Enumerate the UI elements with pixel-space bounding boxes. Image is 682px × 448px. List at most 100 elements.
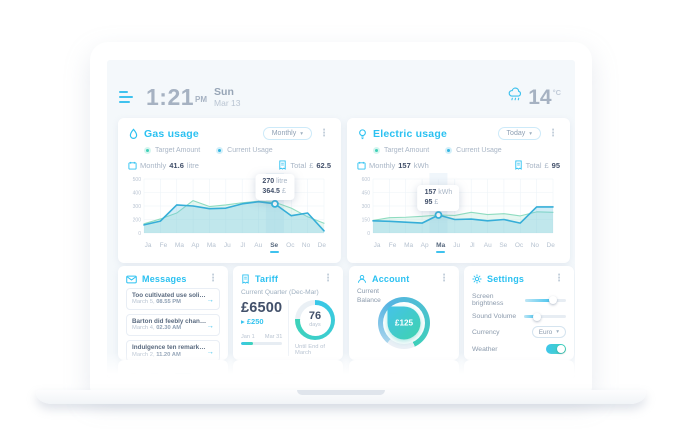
tariff-card: Tariff ⋮ Current Quarter (Dec-Mar) £6500…: [233, 266, 343, 360]
gas-kebab-menu-icon[interactable]: ⋮: [319, 127, 329, 139]
date-label: Mar 13: [214, 98, 241, 108]
gas-card-title: Gas usage: [144, 127, 199, 140]
month-label[interactable]: Ma: [206, 242, 216, 249]
month-label[interactable]: Jl: [240, 242, 246, 249]
account-card: Account ⋮ Current Balance £125: [349, 266, 459, 360]
brightness-slider-fill: [525, 298, 553, 302]
account-kebab-menu-icon[interactable]: ⋮: [439, 273, 449, 284]
chart-marker: [271, 199, 279, 208]
partial-card: [464, 360, 574, 378]
electric-info-row: Monthly 157 kWh Total £ 95: [357, 160, 560, 170]
month-label[interactable]: No: [301, 242, 311, 249]
tariff-progress-fill: [241, 342, 254, 345]
message-list-item[interactable]: Too cultivated use solicitude March 5, 0…: [126, 288, 220, 311]
day-label: Sun: [214, 85, 234, 98]
gas-usage-chart[interactable]: 500 400 300 200 0 Ja Fe Ma Ap Ma Ju Jl Au Se Oc No De 2…: [128, 173, 331, 253]
gas-chart-tooltip: 270 litre 364.5 £: [255, 173, 295, 201]
y-tick-label: 200: [133, 217, 142, 223]
weather-block: 14 °C: [507, 87, 561, 108]
target-amount-legend[interactable]: Target Amount: [144, 147, 200, 154]
month-label[interactable]: Ma: [436, 242, 445, 253]
arrow-right-icon: →: [206, 346, 215, 356]
series-line: [143, 200, 325, 232]
y-tick-label: 500: [133, 177, 142, 183]
month-label[interactable]: Oc: [286, 242, 295, 249]
volume-slider[interactable]: [524, 315, 566, 318]
month-label[interactable]: Fe: [159, 242, 168, 249]
settings-kebab-menu-icon[interactable]: ⋮: [554, 273, 564, 284]
partial-content: [389, 373, 397, 375]
y-tick-label: 400: [133, 190, 142, 196]
target-amount-radio-icon: [144, 147, 151, 154]
month-label[interactable]: Ap: [420, 242, 429, 249]
chevron-down-icon: ▾: [556, 329, 559, 335]
envelope-icon: [126, 275, 137, 284]
currency-dropdown[interactable]: Euro ▾: [531, 326, 566, 338]
partial-card: [118, 360, 228, 378]
series-area: [373, 211, 553, 233]
partial-card: [233, 360, 343, 378]
arrow-right-icon: →: [206, 294, 215, 304]
month-label[interactable]: Se: [270, 242, 279, 253]
month-label[interactable]: De: [546, 242, 555, 249]
current-usage-legend[interactable]: Current Usage: [445, 147, 502, 154]
messages-kebab-menu-icon[interactable]: ⋮: [208, 273, 218, 284]
receipt-icon: [241, 274, 250, 284]
electric-usage-card: Electric usage Today ▾ ⋮ Target Amount Cu…: [347, 118, 570, 263]
brightness-slider[interactable]: [525, 298, 566, 302]
gear-icon: [472, 274, 482, 284]
target-amount-radio-icon: [373, 147, 380, 154]
y-tick-label: 0: [138, 231, 141, 237]
gas-drop-icon: [128, 127, 139, 140]
settings-card-title: Settings: [487, 274, 525, 284]
calendar-icon: [357, 161, 366, 170]
y-tick-label: 450: [362, 190, 371, 196]
month-label[interactable]: Ma: [404, 242, 414, 249]
month-label[interactable]: Au: [254, 242, 263, 249]
chart-marker: [434, 211, 443, 219]
tariff-progress-bar: [241, 342, 283, 345]
electric-card-title: Electric usage: [373, 127, 448, 140]
month-label[interactable]: Au: [483, 242, 492, 249]
calendar-icon: [128, 161, 137, 170]
gas-period-dropdown[interactable]: Monthly ▾: [262, 127, 312, 140]
partial-card: [349, 360, 459, 378]
tariff-card-title: Tariff: [255, 274, 279, 284]
month-label[interactable]: Ju: [223, 242, 231, 249]
month-label[interactable]: Se: [499, 242, 508, 249]
electric-kebab-menu-icon[interactable]: ⋮: [548, 127, 558, 139]
month-label[interactable]: Ap: [191, 242, 200, 249]
month-label[interactable]: Ja: [144, 242, 152, 249]
laptop-base: [36, 390, 646, 404]
electric-legend: Target Amount Current Usage: [373, 147, 560, 154]
electric-usage-chart[interactable]: 600 450 300 150 0 Ja Fe Ma Ap Ma Ju Jl Au Se Oc No De 1…: [357, 173, 560, 253]
month-label[interactable]: Oc: [514, 242, 524, 249]
account-balance-gauge: £125: [378, 297, 430, 349]
tariff-kebab-menu-icon[interactable]: ⋮: [323, 273, 333, 284]
account-card-title: Account: [372, 274, 410, 284]
month-label[interactable]: De: [317, 242, 326, 249]
hamburger-menu-icon[interactable]: [119, 90, 134, 104]
electric-period-dropdown[interactable]: Today ▾: [497, 127, 541, 140]
month-label[interactable]: Ma: [174, 242, 184, 249]
message-list-item[interactable]: Indulgence ten remarkably March 2, 11.20…: [126, 340, 220, 363]
current-usage-legend[interactable]: Current Usage: [216, 147, 273, 154]
tariff-days-ring: 76 days: [295, 300, 335, 340]
dashboard-screen: 1:21 PM Sun Mar 13 14 °C: [107, 60, 575, 378]
currency-label: Currency: [472, 328, 500, 336]
volume-slider-fill: [524, 315, 538, 318]
tariff-subtitle: Current Quarter (Dec-Mar): [241, 289, 319, 296]
current-balance-label: Current Balance: [357, 288, 381, 304]
y-tick-label: 300: [133, 204, 142, 210]
weather-toggle[interactable]: [546, 344, 566, 354]
electric-chart-month-axis: Ja Fe Ma Ap Ma Ju Jl Au Se Oc No De: [373, 242, 555, 253]
message-list-item[interactable]: Barton did feebly change man March 4, 02…: [126, 314, 220, 337]
month-label[interactable]: Ju: [453, 242, 461, 249]
month-label[interactable]: Jl: [469, 242, 475, 249]
cloud-rain-icon: [507, 87, 524, 102]
month-label[interactable]: Ja: [373, 242, 381, 249]
month-label[interactable]: Fe: [388, 242, 397, 249]
month-label[interactable]: No: [530, 242, 539, 249]
tariff-days-label: days: [309, 322, 321, 329]
target-amount-legend[interactable]: Target Amount: [373, 147, 429, 154]
